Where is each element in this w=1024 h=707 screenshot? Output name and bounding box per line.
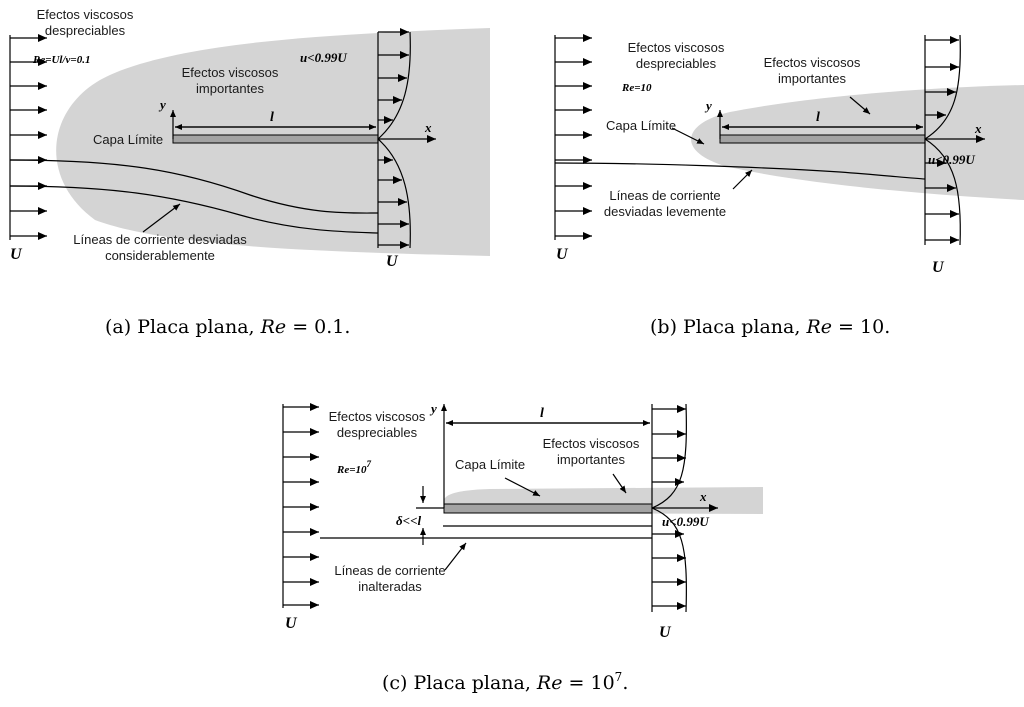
streamline-a-2 bbox=[9, 185, 379, 234]
label-negligible-b-1: Efectos viscosos bbox=[628, 40, 725, 55]
freestream-label-c-left: U bbox=[285, 615, 298, 632]
streamlines-c-2: inalteradas bbox=[358, 579, 422, 594]
boundary-layer-a: Capa Límite bbox=[93, 132, 163, 147]
length-label-a: l bbox=[270, 110, 274, 125]
label-important-a-2: importantes bbox=[196, 81, 264, 96]
inflow-profile-b bbox=[554, 34, 592, 240]
panel-b: y x l Efectos viscosos despreciables Re=… bbox=[554, 34, 1024, 338]
length-label-c: l bbox=[540, 406, 544, 421]
label-negligible-c-1: Efectos viscosos bbox=[329, 409, 426, 424]
inflow-profile-c bbox=[282, 403, 319, 609]
outlet-profile-b bbox=[924, 34, 961, 246]
y-axis-label-b: y bbox=[704, 98, 712, 113]
streamlines-a-2: considerablemente bbox=[105, 248, 215, 263]
freestream-label-a-right: U bbox=[386, 253, 399, 270]
outlet-profile-a bbox=[377, 28, 411, 249]
streamlines-b-2: desviadas levemente bbox=[604, 204, 726, 219]
u-condition-a: u<0.99U bbox=[300, 50, 347, 65]
length-label-b: l bbox=[816, 110, 820, 125]
streamline-b bbox=[554, 162, 926, 180]
flat-plate-b bbox=[719, 134, 926, 144]
streamline-pointer-c bbox=[444, 542, 467, 571]
outlet-profile-c bbox=[651, 403, 687, 613]
caption-a: (a) Placa plana, Re = 0.1. bbox=[105, 316, 350, 338]
inflow-profile-a bbox=[9, 34, 47, 240]
label-important-c-1: Efectos viscosos bbox=[543, 436, 640, 451]
label-important-b-1: Efectos viscosos bbox=[764, 55, 861, 70]
streamlines-b-1: Líneas de corriente bbox=[609, 188, 720, 203]
freestream-label-c-right: U bbox=[659, 624, 672, 641]
label-important-b-2: importantes bbox=[778, 71, 846, 86]
y-axis-label-a: y bbox=[158, 97, 166, 112]
delta-label-c: δ<<l bbox=[396, 513, 421, 528]
streamline-pointer-b bbox=[732, 169, 753, 190]
caption-b: (b) Placa plana, Re = 10. bbox=[650, 316, 890, 338]
label-negligible-a-1: Efectos viscosos bbox=[37, 7, 134, 22]
boundary-layer-pointer-c bbox=[504, 477, 541, 497]
freestream-label-b-right: U bbox=[932, 259, 945, 276]
panel-a: y x l Efectos viscosos despreciables Re= bbox=[9, 7, 491, 338]
freestream-label-b-left: U bbox=[556, 246, 569, 263]
reynolds-a: Re=Ul/ν=0.1 bbox=[32, 54, 90, 66]
label-negligible-a-2: despreciables bbox=[45, 23, 126, 38]
boundary-layer-c: Capa Límite bbox=[455, 457, 525, 472]
important-pointer-b bbox=[849, 96, 871, 115]
u-condition-b: u<0.99U bbox=[928, 152, 975, 167]
streamline-a-1 bbox=[9, 159, 379, 214]
x-axis-label-b: x bbox=[974, 121, 982, 136]
boundary-layer-pointer-b bbox=[671, 127, 705, 145]
x-axis-label-a: x bbox=[424, 120, 432, 135]
panel-c: y x l δ<<l Efectos viscosos despreciable… bbox=[282, 401, 763, 694]
streamline-pointer-a bbox=[142, 203, 181, 233]
important-pointer-c bbox=[612, 473, 627, 494]
reynolds-b: Re=10 bbox=[621, 82, 652, 94]
label-negligible-b-2: despreciables bbox=[636, 56, 717, 71]
caption-c: (c) Placa plana, Re = 107. bbox=[382, 670, 628, 694]
reynolds-c: Re=107 bbox=[336, 459, 372, 476]
streamlines-a-1: Líneas de corriente desviadas bbox=[73, 232, 247, 247]
flat-plate-c bbox=[443, 503, 653, 514]
flat-plate-a bbox=[172, 134, 379, 144]
label-important-c-2: importantes bbox=[557, 452, 625, 467]
freestream-label-a-left: U bbox=[10, 246, 23, 263]
label-negligible-c-2: despreciables bbox=[337, 425, 418, 440]
u-condition-c: u<0.99U bbox=[662, 514, 709, 529]
x-axis-label-c: x bbox=[699, 489, 707, 504]
boundary-layer-b: Capa Límite bbox=[606, 118, 676, 133]
streamlines-c-1: Líneas de corriente bbox=[334, 563, 445, 578]
y-axis-label-c: y bbox=[429, 401, 437, 416]
label-important-a-1: Efectos viscosos bbox=[182, 65, 279, 80]
